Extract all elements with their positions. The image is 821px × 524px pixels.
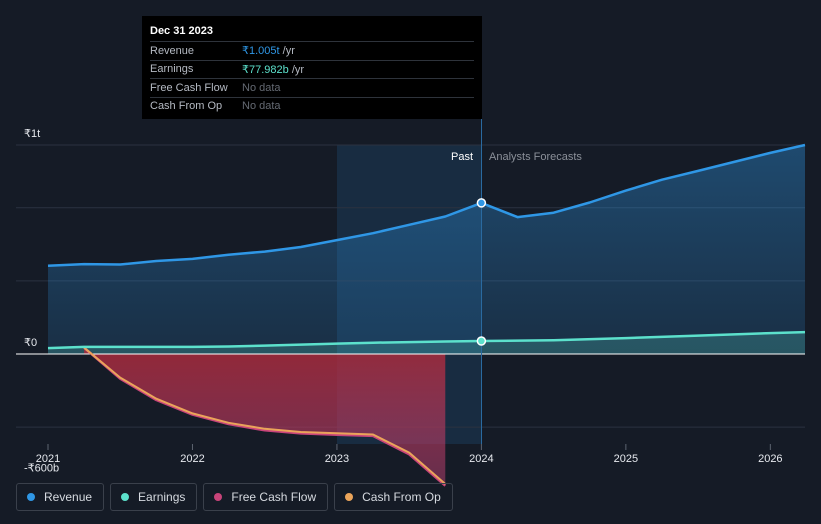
- y-tick-label: -₹600b: [24, 462, 59, 474]
- y-axis: ₹1t ₹0 -₹600b: [24, 128, 59, 474]
- cash-from-op-dot-icon: [345, 493, 354, 501]
- x-tick-label: 2023: [325, 453, 349, 465]
- x-tick-label: 2026: [758, 453, 782, 465]
- x-tick-label: 2024: [469, 453, 493, 465]
- cash-from-op-line: [83, 346, 446, 485]
- tooltip: Dec 31 2023 Revenue ₹1.005t /yr Earnings…: [142, 16, 482, 119]
- legend-item-revenue[interactable]: Revenue: [16, 483, 105, 511]
- tooltip-row-cash-from-op: Cash From Op No data: [150, 96, 474, 116]
- legend-item-cash-from-op[interactable]: Cash From Op: [334, 483, 453, 511]
- tooltip-value: ₹1.005t: [242, 45, 280, 58]
- x-tick-label: 2022: [180, 453, 204, 465]
- tooltip-label: Revenue: [150, 44, 195, 57]
- revenue-line: [47, 143, 806, 268]
- tooltip-value: No data: [242, 100, 281, 113]
- tooltip-value: No data: [242, 81, 281, 94]
- tooltip-unit: /yr: [288, 63, 305, 76]
- tooltip-unit: /yr: [279, 45, 295, 58]
- earnings-line: [47, 330, 806, 350]
- revenue-area: [48, 145, 805, 354]
- legend-label: Free Cash Flow: [231, 490, 317, 504]
- tooltip-date: Dec 31 2023: [150, 25, 213, 37]
- series-markers: [476, 198, 487, 346]
- free-cash-flow-line: [83, 346, 447, 487]
- tooltip-value: ₹77.982b: [242, 63, 289, 76]
- legend-label: Revenue: [44, 490, 93, 504]
- free-cash-flow-dot-icon: [214, 493, 223, 501]
- tooltip-row-earnings: Earnings ₹77.982b /yr: [150, 59, 474, 79]
- tooltip-label: Free Cash Flow: [150, 81, 228, 94]
- x-tick-label: 2021: [36, 453, 60, 465]
- tooltip-label: Cash From Op: [150, 100, 223, 113]
- revenue-marker: [476, 198, 487, 208]
- legend-label: Earnings: [138, 490, 186, 504]
- tooltip-row-revenue: Revenue ₹1.005t /yr: [150, 41, 474, 60]
- past-label: Past: [451, 151, 473, 163]
- x-tick-label: 2025: [614, 453, 638, 465]
- tooltip-row-free-cash-flow: Free Cash Flow No data: [150, 78, 474, 97]
- earnings-dot-icon: [121, 493, 130, 501]
- revenue-dot-icon: [27, 493, 35, 501]
- legend-item-earnings[interactable]: Earnings: [110, 483, 198, 511]
- legend: Revenue Earnings Free Cash Flow Cash Fro…: [16, 483, 453, 511]
- earnings-marker: [476, 336, 487, 346]
- y-tick-label: ₹0: [24, 337, 37, 349]
- free-cash-flow-area: [84, 347, 446, 486]
- forecast-label: Analysts Forecasts: [489, 151, 582, 163]
- series-lines: [47, 143, 806, 487]
- y-tick-label: ₹1t: [24, 128, 40, 140]
- legend-item-free-cash-flow[interactable]: Free Cash Flow: [203, 483, 329, 511]
- tooltip-label: Earnings: [150, 63, 194, 76]
- legend-label: Cash From Op: [362, 490, 441, 504]
- x-axis: 2021 2022 2023 2024 2025 2026: [36, 444, 783, 465]
